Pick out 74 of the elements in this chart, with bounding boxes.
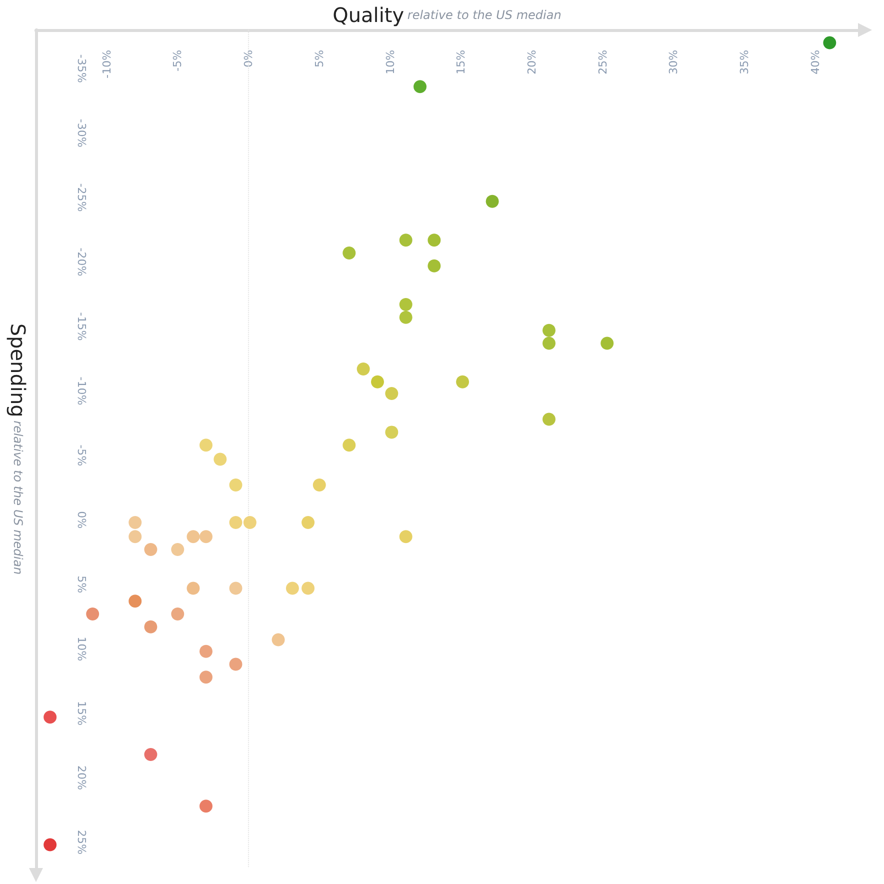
point: [86, 607, 100, 620]
point: [312, 478, 326, 492]
point: [385, 426, 398, 439]
point: [356, 362, 370, 376]
point: [200, 530, 212, 544]
point: [414, 80, 427, 94]
point: [399, 530, 412, 544]
point: [171, 543, 184, 556]
point: [486, 194, 499, 208]
point: [428, 259, 441, 272]
x-tick-label: 25%: [596, 50, 610, 74]
point: [371, 375, 384, 388]
y-tick-label: -35%: [74, 54, 88, 83]
x-tick-label: 40%: [808, 50, 822, 74]
point: [399, 298, 412, 312]
point: [128, 516, 142, 529]
point: [243, 516, 256, 529]
point: [342, 438, 356, 452]
point: [542, 324, 556, 337]
x-tick-label: 0%: [242, 50, 256, 68]
point: [399, 310, 412, 324]
point: [128, 530, 142, 544]
y-tick-label: -10%: [74, 376, 88, 406]
point: [144, 620, 158, 634]
y-tick-label: 5%: [74, 576, 88, 594]
y-tick-label: -20%: [74, 248, 88, 276]
point: [342, 246, 356, 260]
y-tick-label: 25%: [74, 830, 88, 854]
point: [44, 710, 57, 724]
y-tick-label: 15%: [74, 701, 88, 726]
point: [229, 582, 242, 595]
point: [286, 582, 299, 595]
point: [186, 530, 200, 544]
point: [200, 800, 212, 813]
y-tick-label: 0%: [74, 511, 88, 529]
x-tick-label: 15%: [454, 50, 468, 74]
point: [823, 36, 836, 50]
point: [399, 234, 412, 247]
x-tick-label: 35%: [738, 50, 752, 74]
point: [229, 658, 242, 671]
x-tick-label: -5%: [171, 50, 184, 72]
point: [302, 582, 315, 595]
point: [229, 516, 242, 529]
point: [542, 336, 556, 350]
point: [144, 748, 158, 762]
x-tick-label: 30%: [667, 50, 680, 74]
point: [385, 387, 398, 400]
point: [456, 375, 470, 388]
point: [200, 438, 212, 452]
x-tick-label: 10%: [384, 50, 397, 74]
y-tick-label: -25%: [74, 183, 88, 212]
y-axis-title: Spending relative to the US median: [6, 323, 30, 575]
point: [600, 336, 614, 350]
point: [229, 478, 242, 492]
point: [428, 234, 441, 247]
point: [302, 516, 315, 529]
y-tick-label: -15%: [74, 312, 88, 341]
x-tick-label: 5%: [312, 50, 326, 68]
point: [214, 452, 227, 466]
y-tick-label: 10%: [74, 636, 88, 662]
x-tick-label: 20%: [525, 50, 538, 74]
point: [542, 412, 556, 426]
point: [44, 838, 57, 852]
point: [171, 607, 184, 620]
point: [272, 633, 285, 646]
point: [200, 644, 212, 658]
x-tick-label: -10%: [100, 50, 114, 78]
point: [128, 594, 142, 608]
y-tick-label: 20%: [74, 766, 88, 790]
y-tick-label: -5%: [74, 444, 88, 466]
point: [186, 582, 200, 595]
point: [144, 543, 158, 556]
point: [200, 670, 212, 684]
y-tick-label: -30%: [74, 118, 88, 148]
